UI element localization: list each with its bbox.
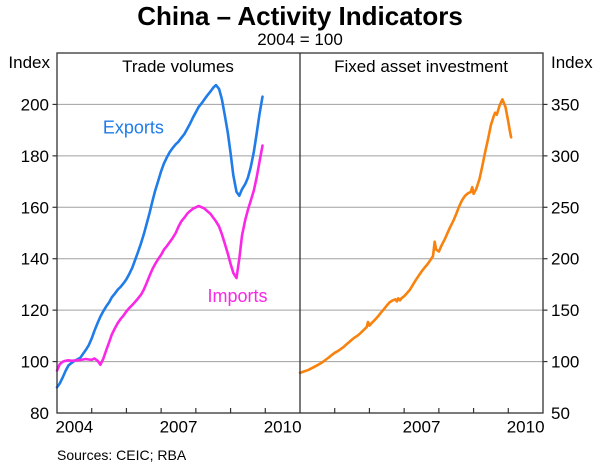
y-axis-tick-label-left: 80	[30, 404, 49, 423]
imports-line	[55, 144, 264, 372]
y-axis-tick-label-right: 250	[551, 198, 579, 217]
y-axis-tick-label-left: 160	[21, 198, 49, 217]
fixed-asset-investment-line	[298, 98, 513, 375]
x-axis-year-label: 2004	[55, 418, 93, 437]
chart-subtitle: 2004 = 100	[257, 30, 343, 49]
y-axis-tick-label-left: 180	[21, 147, 49, 166]
right-axis-unit-label: Index	[551, 53, 593, 72]
y-axis-tick-label-left: 140	[21, 250, 49, 269]
plot-area: 80 50 100 100 120 150 140 200 160 250 180 300 200 350…	[21, 52, 579, 437]
y-axis-tick-label-left: 120	[21, 301, 49, 320]
imports-series-label: Imports	[208, 286, 268, 306]
sources-note: Sources: CEIC; RBA	[57, 447, 187, 463]
x-axis-year-label: 2007	[160, 418, 198, 437]
y-axis-tick-label-right: 50	[551, 404, 570, 423]
x-axis-year-label: 2010	[264, 418, 302, 437]
panel-title-fixed-asset-investment: Fixed asset investment	[334, 57, 508, 76]
left-axis-unit-label: Index	[8, 53, 50, 72]
chart-title: China – Activity Indicators	[137, 1, 463, 31]
x-axis-year-label: 2007	[403, 418, 441, 437]
y-axis-tick-label-right: 200	[551, 250, 579, 269]
exports-series-label: Exports	[103, 118, 164, 138]
y-axis-tick-label-right: 100	[551, 353, 579, 372]
y-axis-tick-label-left: 200	[21, 95, 49, 114]
y-axis-tick-label-right: 350	[551, 95, 579, 114]
x-axis-year-label: 2010	[507, 418, 545, 437]
exports-line	[55, 83, 264, 389]
y-axis-tick-label-left: 100	[21, 353, 49, 372]
y-axis-tick-label-right: 300	[551, 147, 579, 166]
panel-title-trade-volumes: Trade volumes	[122, 57, 234, 76]
y-axis-tick-label-right: 150	[551, 301, 579, 320]
